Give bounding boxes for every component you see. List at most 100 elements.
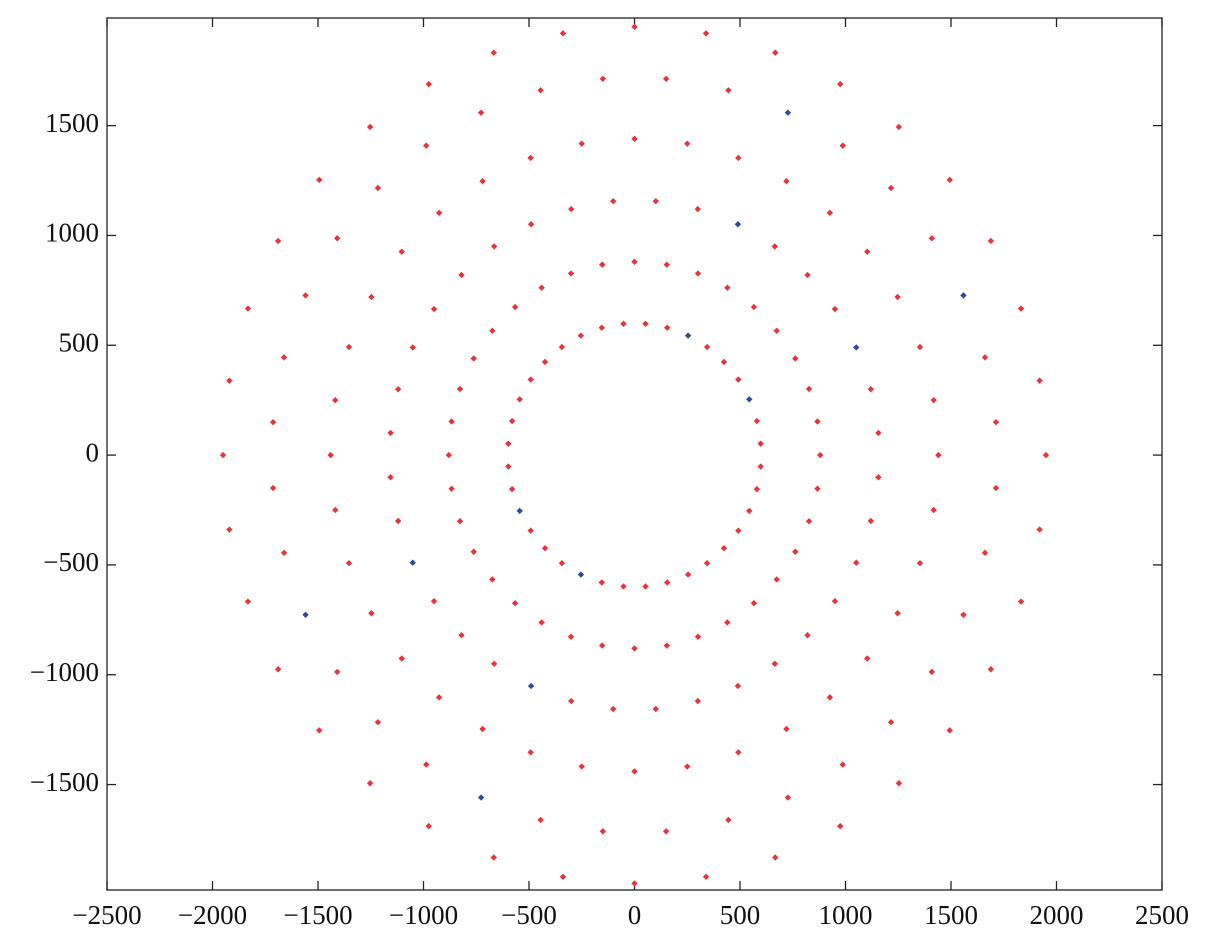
- x-tick-label: 1500: [924, 900, 978, 930]
- point: [663, 642, 670, 649]
- point: [366, 780, 374, 787]
- point: [302, 611, 309, 618]
- point: [724, 284, 731, 291]
- y-tick-label: −500: [43, 547, 99, 577]
- point: [725, 816, 732, 824]
- point: [559, 873, 567, 881]
- y-tick-label: −1000: [30, 657, 99, 687]
- point: [374, 718, 382, 726]
- point: [694, 270, 702, 277]
- x-tick-label: −500: [501, 900, 557, 930]
- point: [1017, 598, 1025, 605]
- point: [327, 451, 334, 459]
- point: [720, 545, 728, 552]
- point: [960, 611, 967, 618]
- point: [280, 549, 288, 557]
- point: [783, 177, 790, 185]
- point: [992, 484, 1000, 492]
- point: [946, 727, 953, 734]
- point: [620, 583, 627, 590]
- x-tick-label: −1500: [283, 900, 352, 930]
- point: [750, 303, 758, 311]
- point: [631, 768, 638, 775]
- x-tick-label: 2500: [1135, 900, 1189, 930]
- point: [867, 386, 875, 393]
- point: [558, 343, 566, 351]
- point: [387, 474, 394, 481]
- point: [578, 140, 585, 147]
- point: [702, 30, 710, 37]
- point: [374, 184, 382, 192]
- point: [490, 854, 497, 861]
- point: [479, 177, 486, 185]
- point: [244, 305, 252, 312]
- point: [960, 292, 967, 299]
- point: [559, 30, 567, 37]
- point: [814, 485, 821, 492]
- point: [753, 485, 761, 493]
- point: [928, 668, 935, 676]
- point: [274, 666, 282, 673]
- point: [470, 548, 477, 555]
- point: [694, 205, 701, 213]
- point: [567, 633, 575, 640]
- plot-frame: [106, 17, 1163, 891]
- point: [387, 429, 394, 437]
- point: [489, 576, 496, 583]
- point: [456, 385, 464, 393]
- point: [1036, 377, 1043, 384]
- point: [568, 205, 575, 213]
- point: [316, 727, 323, 734]
- point: [784, 109, 792, 116]
- point: [567, 270, 575, 277]
- point: [599, 642, 606, 649]
- point: [599, 261, 606, 268]
- point: [694, 697, 701, 705]
- point: [757, 440, 764, 447]
- point: [875, 429, 882, 437]
- point: [792, 355, 799, 362]
- point: [445, 451, 453, 459]
- point: [598, 579, 605, 586]
- point: [394, 386, 402, 393]
- point: [398, 655, 405, 662]
- point: [226, 526, 233, 533]
- point: [332, 506, 339, 514]
- point: [505, 463, 512, 470]
- point: [734, 682, 742, 690]
- point: [448, 418, 455, 425]
- point: [735, 749, 742, 756]
- point: [516, 396, 523, 403]
- point: [345, 343, 353, 351]
- point: [946, 176, 953, 184]
- point: [394, 517, 402, 525]
- point: [916, 559, 924, 567]
- point: [750, 599, 758, 607]
- point: [805, 385, 813, 393]
- point: [837, 822, 844, 830]
- point: [490, 49, 497, 56]
- point: [598, 324, 605, 331]
- point: [425, 822, 432, 830]
- point: [458, 271, 465, 279]
- point: [631, 258, 638, 266]
- point: [558, 559, 566, 567]
- point: [631, 880, 638, 887]
- point: [541, 545, 549, 552]
- point: [684, 763, 691, 770]
- point: [916, 343, 924, 351]
- point: [366, 123, 374, 131]
- y-tick-label: 0: [86, 437, 100, 467]
- point: [269, 418, 277, 426]
- point: [894, 293, 901, 301]
- point: [516, 507, 523, 515]
- point: [477, 794, 485, 801]
- point: [935, 451, 942, 459]
- point: [505, 440, 512, 447]
- point: [527, 154, 534, 162]
- point: [894, 610, 901, 617]
- point: [538, 619, 545, 626]
- point: [269, 484, 277, 492]
- point: [664, 324, 671, 331]
- point: [1036, 526, 1043, 533]
